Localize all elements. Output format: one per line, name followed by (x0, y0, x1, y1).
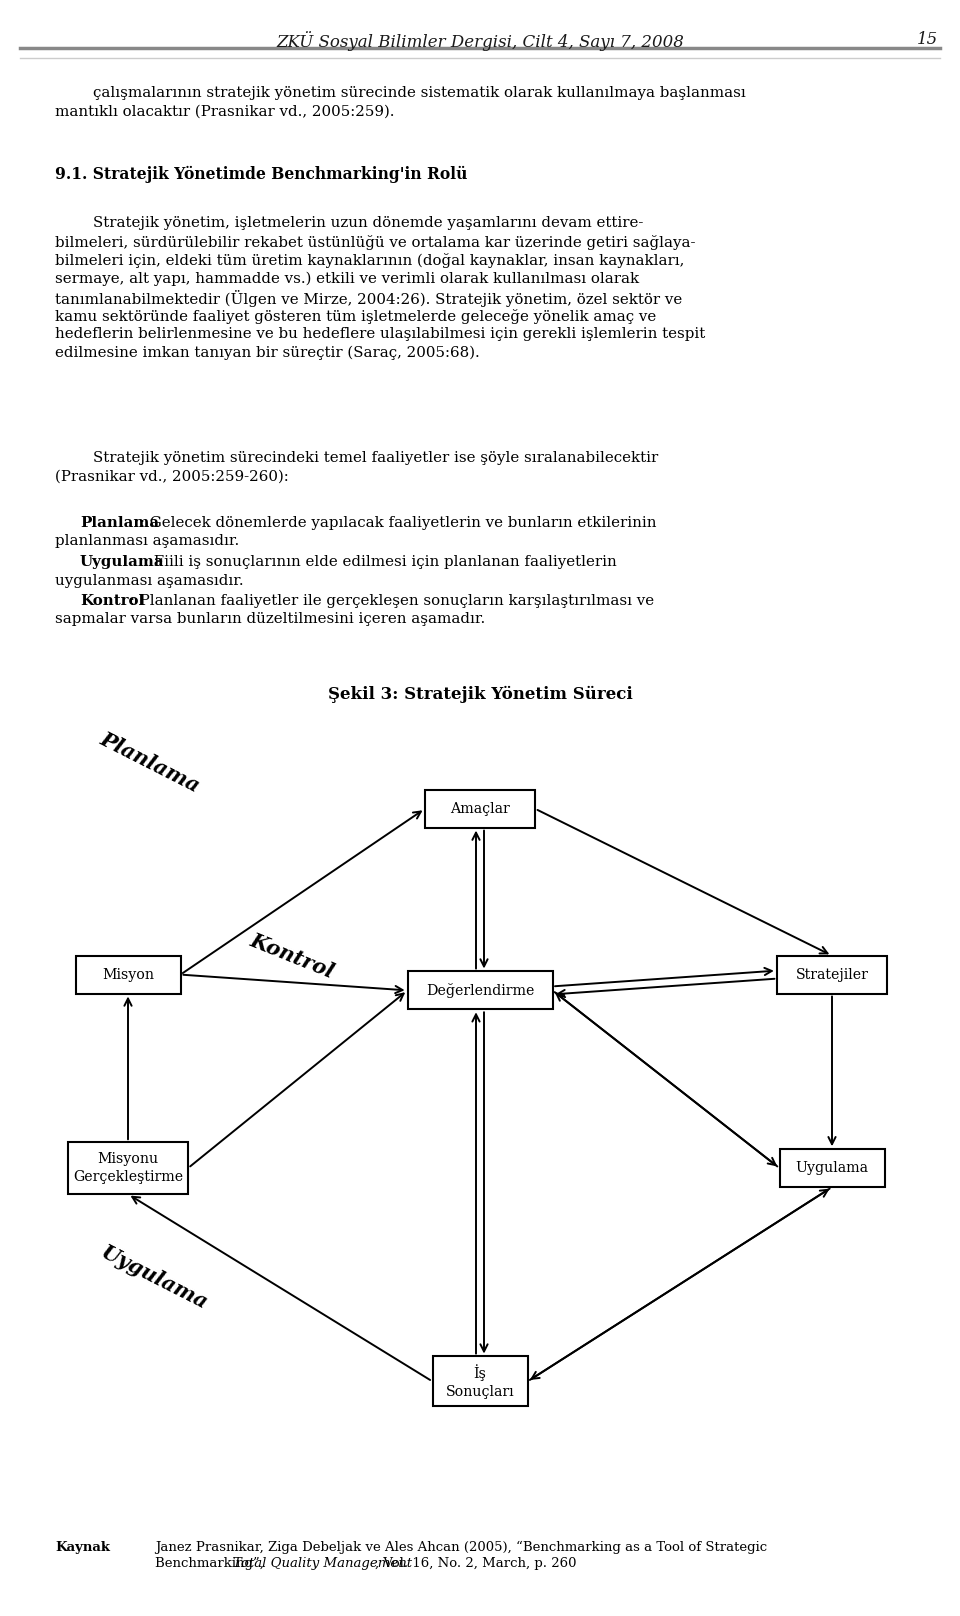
Text: Misyonu
Gerçekleştirme: Misyonu Gerçekleştirme (73, 1152, 183, 1185)
Text: : Planlanan faaliyetler ile gerçekleşen sonuçların karşılaştırılması ve: : Planlanan faaliyetler ile gerçekleşen … (130, 595, 654, 608)
Text: kamu sektöründe faaliyet gösteren tüm işletmelerde geleceğe yönelik amaç ve: kamu sektöründe faaliyet gösteren tüm iş… (55, 309, 657, 323)
Text: Stratejik yönetim sürecindeki temel faaliyetler ise şöyle sıralanabilecektir: Stratejik yönetim sürecindeki temel faal… (55, 451, 659, 465)
Text: uygulanması aşamasıdır.: uygulanması aşamasıdır. (55, 574, 244, 588)
Text: 15: 15 (917, 31, 938, 48)
Text: çalışmalarının stratejik yönetim sürecinde sistematik olarak kullanılmaya başlan: çalışmalarının stratejik yönetim sürecin… (55, 86, 746, 100)
Text: planlanması aşamasıdır.: planlanması aşamasıdır. (55, 535, 239, 548)
Text: Total Quality Management: Total Quality Management (233, 1556, 412, 1571)
Text: Amaçlar: Amaçlar (450, 802, 510, 816)
Text: bilmeleri, sürdürülebilir rekabet üstünlüğü ve ortalama kar üzerinde getiri sağl: bilmeleri, sürdürülebilir rekabet üstünl… (55, 234, 695, 249)
Text: 9.1. Stratejik Yönetimde Benchmarking'in Rolü: 9.1. Stratejik Yönetimde Benchmarking'in… (55, 166, 468, 183)
FancyBboxPatch shape (780, 1149, 884, 1188)
FancyBboxPatch shape (433, 1356, 527, 1406)
Text: Kontrol: Kontrol (80, 595, 144, 608)
Text: sermaye, alt yapı, hammadde vs.) etkili ve verimli olarak kullanılması olarak: sermaye, alt yapı, hammadde vs.) etkili … (55, 271, 639, 286)
Text: Uygulama: Uygulama (796, 1162, 869, 1175)
Text: Kontrol: Kontrol (248, 929, 338, 981)
Text: Uygulama: Uygulama (80, 554, 164, 569)
Text: bilmeleri için, eldeki tüm üretim kaynaklarının (doğal kaynaklar, insan kaynakla: bilmeleri için, eldeki tüm üretim kaynak… (55, 254, 684, 268)
Text: Kaynak: Kaynak (55, 1542, 110, 1555)
FancyBboxPatch shape (425, 790, 535, 827)
Text: sapmalar varsa bunların düzeltilmesini içeren aşamadır.: sapmalar varsa bunların düzeltilmesini i… (55, 612, 485, 627)
Text: Janez Prasnikar, Ziga Debeljak ve Ales Ahcan (2005), “Benchmarking as a Tool of : Janez Prasnikar, Ziga Debeljak ve Ales A… (155, 1542, 767, 1555)
Text: mantıklı olacaktır (Prasnikar vd., 2005:259).: mantıklı olacaktır (Prasnikar vd., 2005:… (55, 105, 395, 118)
Text: , Vol. 16, No. 2, March, p. 260: , Vol. 16, No. 2, March, p. 260 (375, 1556, 577, 1571)
Text: Benchmarking”,: Benchmarking”, (155, 1556, 268, 1571)
FancyBboxPatch shape (68, 1143, 188, 1194)
Text: Uygulama: Uygulama (97, 1243, 210, 1314)
Text: Planlama: Planlama (80, 516, 159, 530)
Text: İş
Sonuçları: İş Sonuçları (445, 1364, 515, 1399)
Text: ZKÜ Sosyal Bilimler Dergisi, Cilt 4, Sayı 7, 2008: ZKÜ Sosyal Bilimler Dergisi, Cilt 4, Say… (276, 31, 684, 52)
Text: (Prasnikar vd., 2005:259-260):: (Prasnikar vd., 2005:259-260): (55, 470, 289, 483)
Text: Stratejik yönetim, işletmelerin uzun dönemde yaşamlarını devam ettire-: Stratejik yönetim, işletmelerin uzun dön… (55, 217, 643, 229)
FancyBboxPatch shape (407, 971, 553, 1010)
FancyBboxPatch shape (76, 955, 180, 994)
Text: : Gelecek dönemlerde yapılacak faaliyetlerin ve bunların etkilerinin: : Gelecek dönemlerde yapılacak faaliyetl… (140, 516, 657, 530)
Text: hedeflerin belirlenmesine ve bu hedeflere ulaşılabilmesi için gerekli işlemlerin: hedeflerin belirlenmesine ve bu hedefler… (55, 326, 706, 341)
Text: : Fiili iş sonuçlarının elde edilmesi için planlanan faaliyetlerin: : Fiili iş sonuçlarının elde edilmesi iç… (144, 554, 616, 569)
Text: Şekil 3: Stratejik Yönetim Süreci: Şekil 3: Stratejik Yönetim Süreci (327, 687, 633, 703)
Text: Stratejiler: Stratejiler (796, 968, 869, 981)
Text: Değerlendirme: Değerlendirme (426, 983, 534, 999)
FancyBboxPatch shape (777, 955, 887, 994)
Text: Misyon: Misyon (102, 968, 154, 981)
Text: edilmesine imkan tanıyan bir süreçtir (Saraç, 2005:68).: edilmesine imkan tanıyan bir süreçtir (S… (55, 346, 480, 360)
Text: Planlama: Planlama (97, 729, 204, 797)
Text: :: : (102, 1542, 107, 1555)
Text: tanımlanabilmektedir (Ülgen ve Mirze, 2004:26). Stratejik yönetim, özel sektör v: tanımlanabilmektedir (Ülgen ve Mirze, 20… (55, 289, 683, 307)
